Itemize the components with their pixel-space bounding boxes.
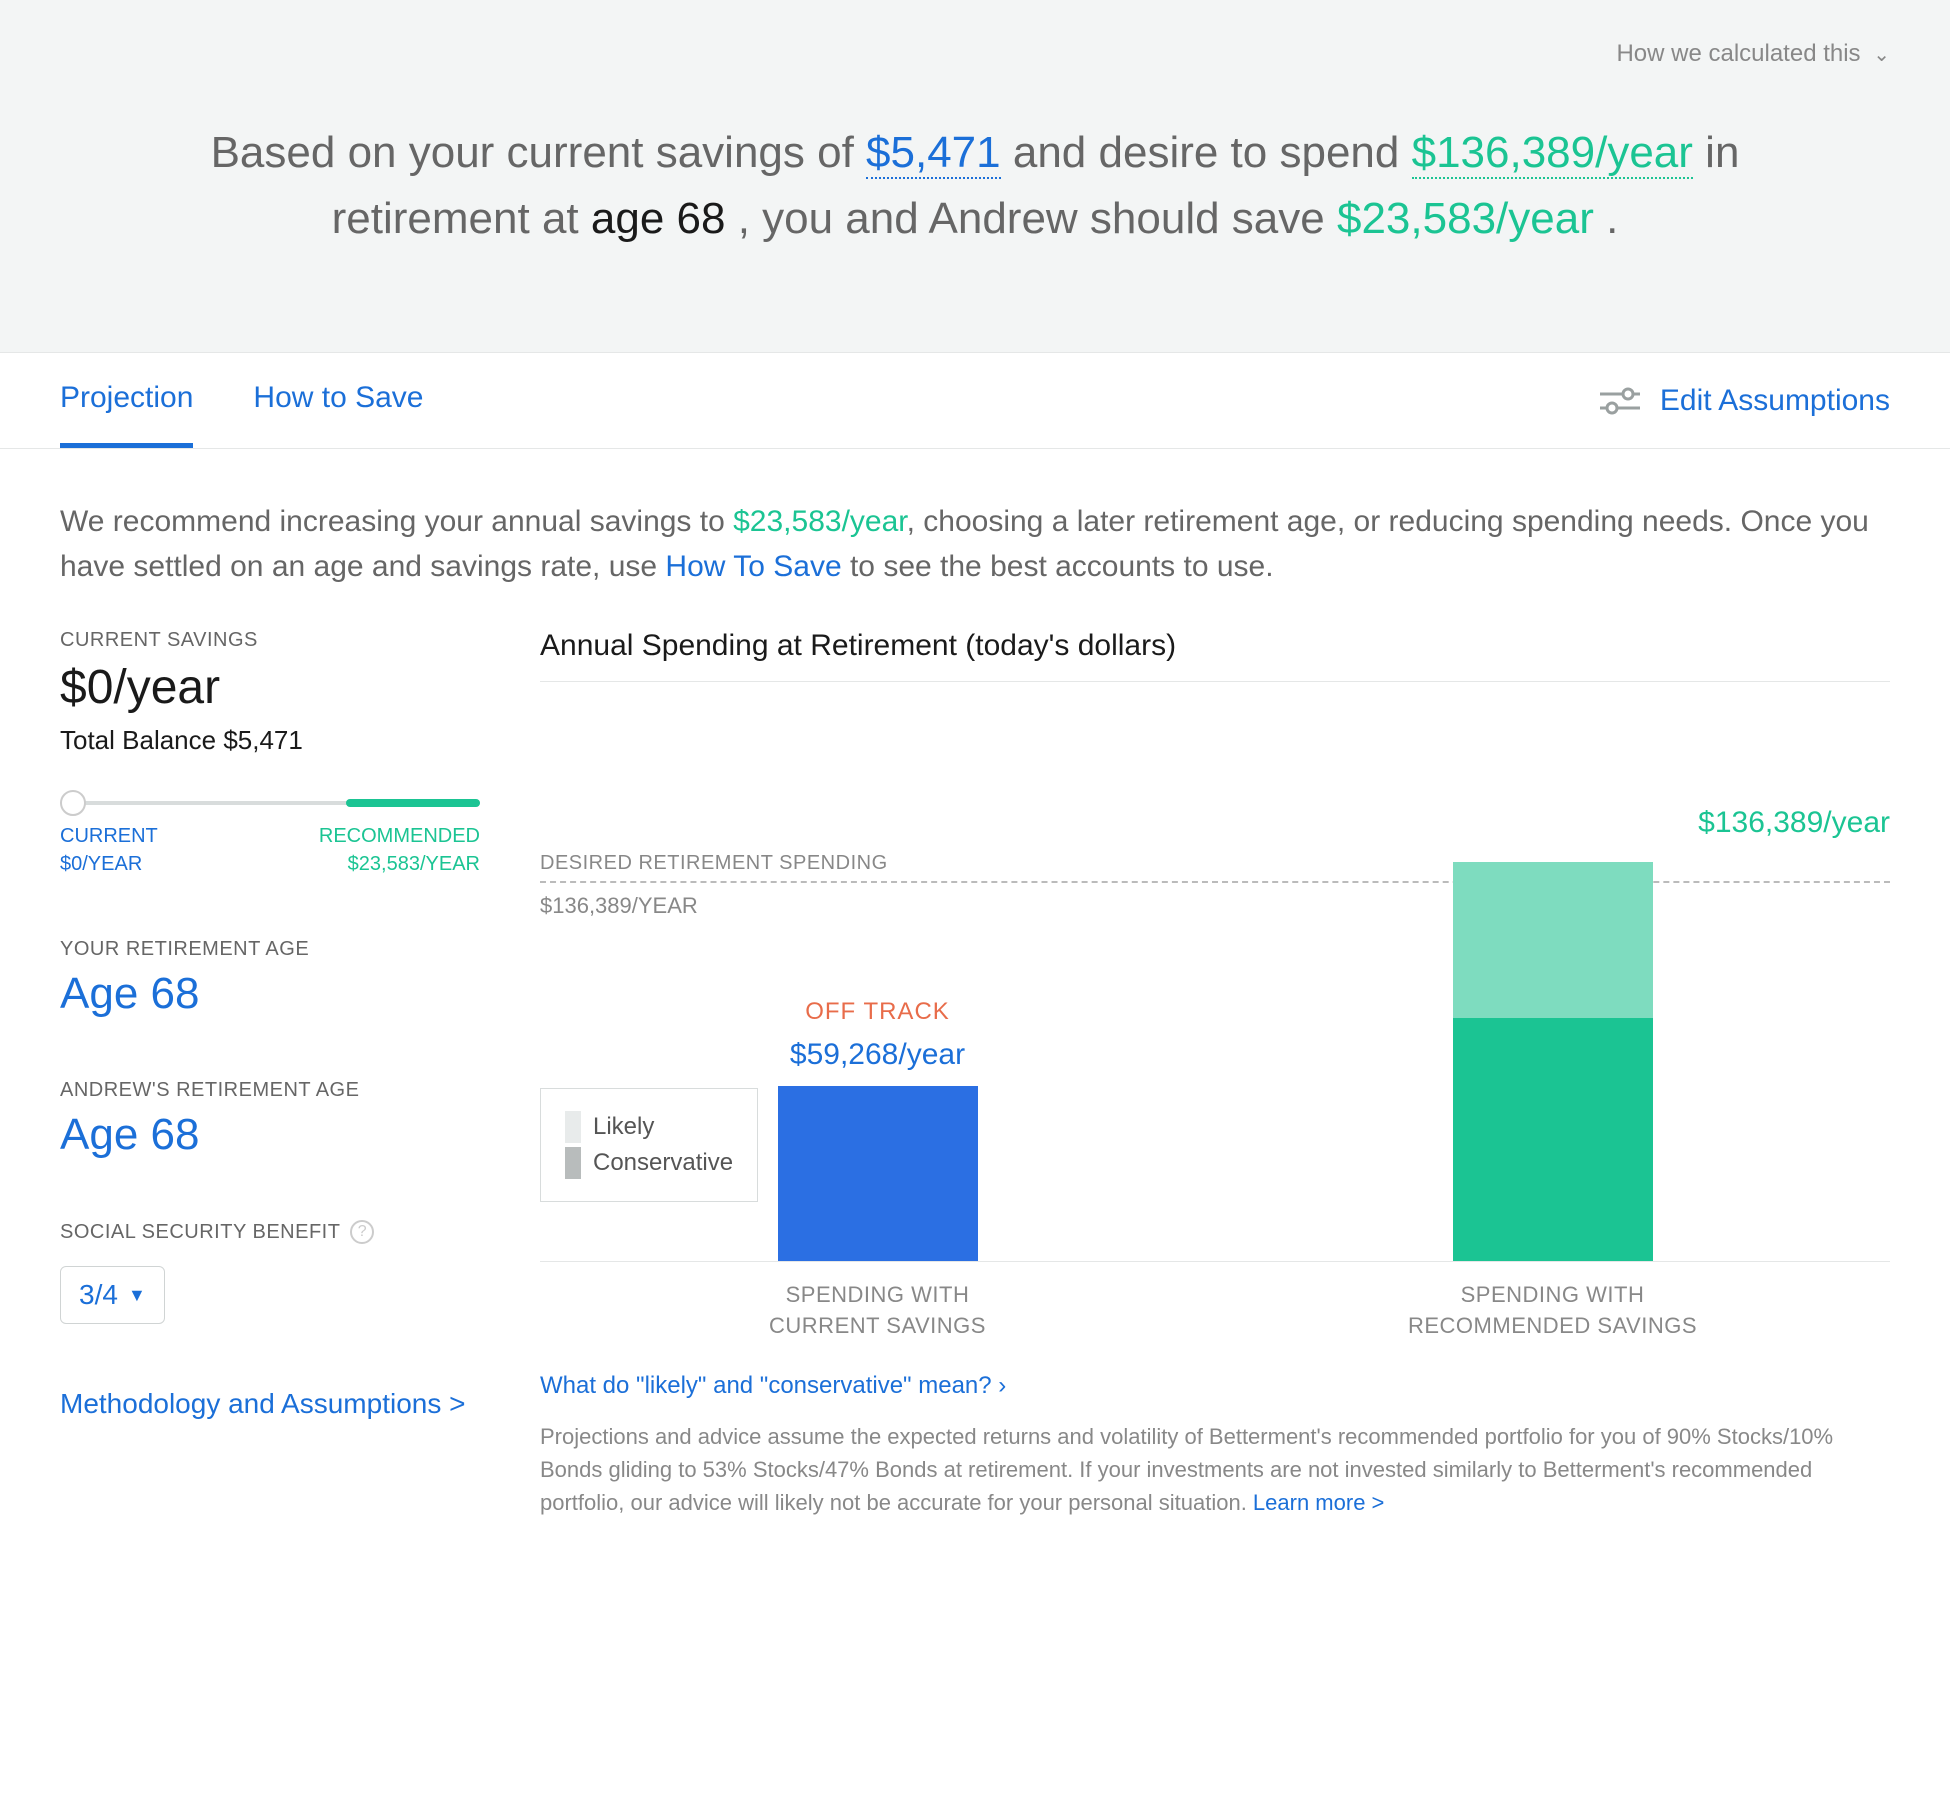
tab-bar: Projection How to Save Edit Assumptions [0, 352, 1950, 449]
bar-current-likely [778, 1086, 978, 1261]
social-security-value: 3/4 [79, 1279, 118, 1311]
slider-current-label: CURRENT [60, 822, 158, 850]
andrew-retirement-age-label: ANDREW'S RETIREMENT AGE [60, 1079, 480, 1102]
chevron-down-icon: ⌄ [1873, 44, 1890, 66]
hero-text: and desire to spend [1013, 128, 1412, 177]
caret-down-icon: ▼ [128, 1285, 146, 1306]
tab-projection[interactable]: Projection [60, 353, 193, 448]
x-label-line: SPENDING WITH [1393, 1280, 1713, 1311]
desired-amount: $136,389/year [1698, 806, 1890, 840]
social-security-label: SOCIAL SECURITY BENEFIT [60, 1221, 340, 1244]
hero-section: How we calculated this ⌄ Based on your c… [0, 0, 1950, 352]
slider-labels: CURRENT $0/YEAR RECOMMENDED $23,583/YEAR [60, 822, 480, 878]
bars: OFF TRACK $59,268/year [540, 862, 1890, 1262]
recommend-text: to see the best accounts to use. [842, 550, 1274, 583]
how-calculated-link[interactable]: How we calculated this ⌄ [1616, 40, 1890, 68]
x-label-line: RECOMMENDED SAVINGS [1393, 1311, 1713, 1342]
recommend-amount: $23,583/year [733, 505, 906, 538]
controls-panel: CURRENT SAVINGS $0/year Total Balance $5… [60, 629, 480, 1519]
hero-text: Based on your current savings of [211, 128, 866, 177]
edit-assumptions-label: Edit Assumptions [1660, 384, 1890, 418]
x-label-recommended: SPENDING WITH RECOMMENDED SAVINGS [1393, 1280, 1713, 1342]
bar-recommended-conservative [1453, 862, 1653, 1018]
retirement-age-text: age 68 [591, 194, 726, 243]
disclaimer-text: Projections and advice assume the expect… [540, 1424, 1833, 1515]
chart-title: Annual Spending at Retirement (today's d… [540, 629, 1890, 682]
hero-summary: Based on your current savings of $5,471 … [175, 120, 1775, 252]
chart-panel: Annual Spending at Retirement (today's d… [540, 629, 1890, 1519]
x-axis: SPENDING WITH CURRENT SAVINGS SPENDING W… [540, 1280, 1890, 1342]
total-balance: Total Balance $5,471 [60, 725, 480, 756]
savings-slider[interactable] [60, 796, 480, 810]
learn-more-link[interactable]: Learn more > [1253, 1490, 1384, 1515]
andrew-retirement-age-value[interactable]: Age 68 [60, 1110, 480, 1160]
bar-current: OFF TRACK $59,268/year [778, 862, 978, 1261]
slider-current-value: $0/YEAR [60, 850, 158, 878]
slider-thumb[interactable] [60, 790, 86, 816]
chart-area: $136,389/year DESIRED RETIREMENT SPENDIN… [540, 702, 1890, 1262]
slider-recommended-label: RECOMMENDED [319, 822, 480, 850]
current-savings-label: CURRENT SAVINGS [60, 629, 480, 652]
recommend-text: We recommend increasing your annual savi… [60, 505, 733, 538]
your-retirement-age-label: YOUR RETIREMENT AGE [60, 938, 480, 961]
how-to-save-link[interactable]: How To Save [665, 550, 841, 583]
x-label-line: SPENDING WITH [718, 1280, 1038, 1311]
sliders-icon [1598, 386, 1642, 416]
bar-recommended [1453, 862, 1653, 1261]
content: We recommend increasing your annual savi… [0, 449, 1950, 1569]
recommended-save-text: $23,583/year [1337, 194, 1594, 243]
x-label-line: CURRENT SAVINGS [718, 1311, 1038, 1342]
current-savings-value: $0/year [60, 660, 480, 715]
your-retirement-age-value[interactable]: Age 68 [60, 969, 480, 1019]
off-track-label: OFF TRACK [805, 998, 950, 1026]
desired-spend-link[interactable]: $136,389/year [1412, 128, 1693, 179]
tab-how-to-save[interactable]: How to Save [253, 353, 423, 448]
current-savings-link[interactable]: $5,471 [866, 128, 1001, 179]
slider-recommended-value: $23,583/YEAR [319, 850, 480, 878]
hero-text: , you and Andrew should save [738, 194, 1337, 243]
x-label-current: SPENDING WITH CURRENT SAVINGS [718, 1280, 1038, 1342]
slider-recommended-fill [346, 799, 480, 807]
help-icon[interactable]: ? [350, 1220, 374, 1244]
disclaimer: Projections and advice assume the expect… [540, 1420, 1890, 1519]
bar-recommended-likely [1453, 1018, 1653, 1261]
bar-current-amount: $59,268/year [790, 1038, 965, 1072]
likely-conservative-link[interactable]: What do "likely" and "conservative" mean… [540, 1372, 1890, 1400]
social-security-select[interactable]: 3/4 ▼ [60, 1266, 165, 1324]
recommendation-text: We recommend increasing your annual savi… [60, 499, 1890, 589]
how-calculated-label: How we calculated this [1616, 40, 1860, 67]
hero-text: . [1606, 194, 1618, 243]
edit-assumptions-button[interactable]: Edit Assumptions [1598, 384, 1890, 418]
methodology-link[interactable]: Methodology and Assumptions > [60, 1384, 480, 1423]
